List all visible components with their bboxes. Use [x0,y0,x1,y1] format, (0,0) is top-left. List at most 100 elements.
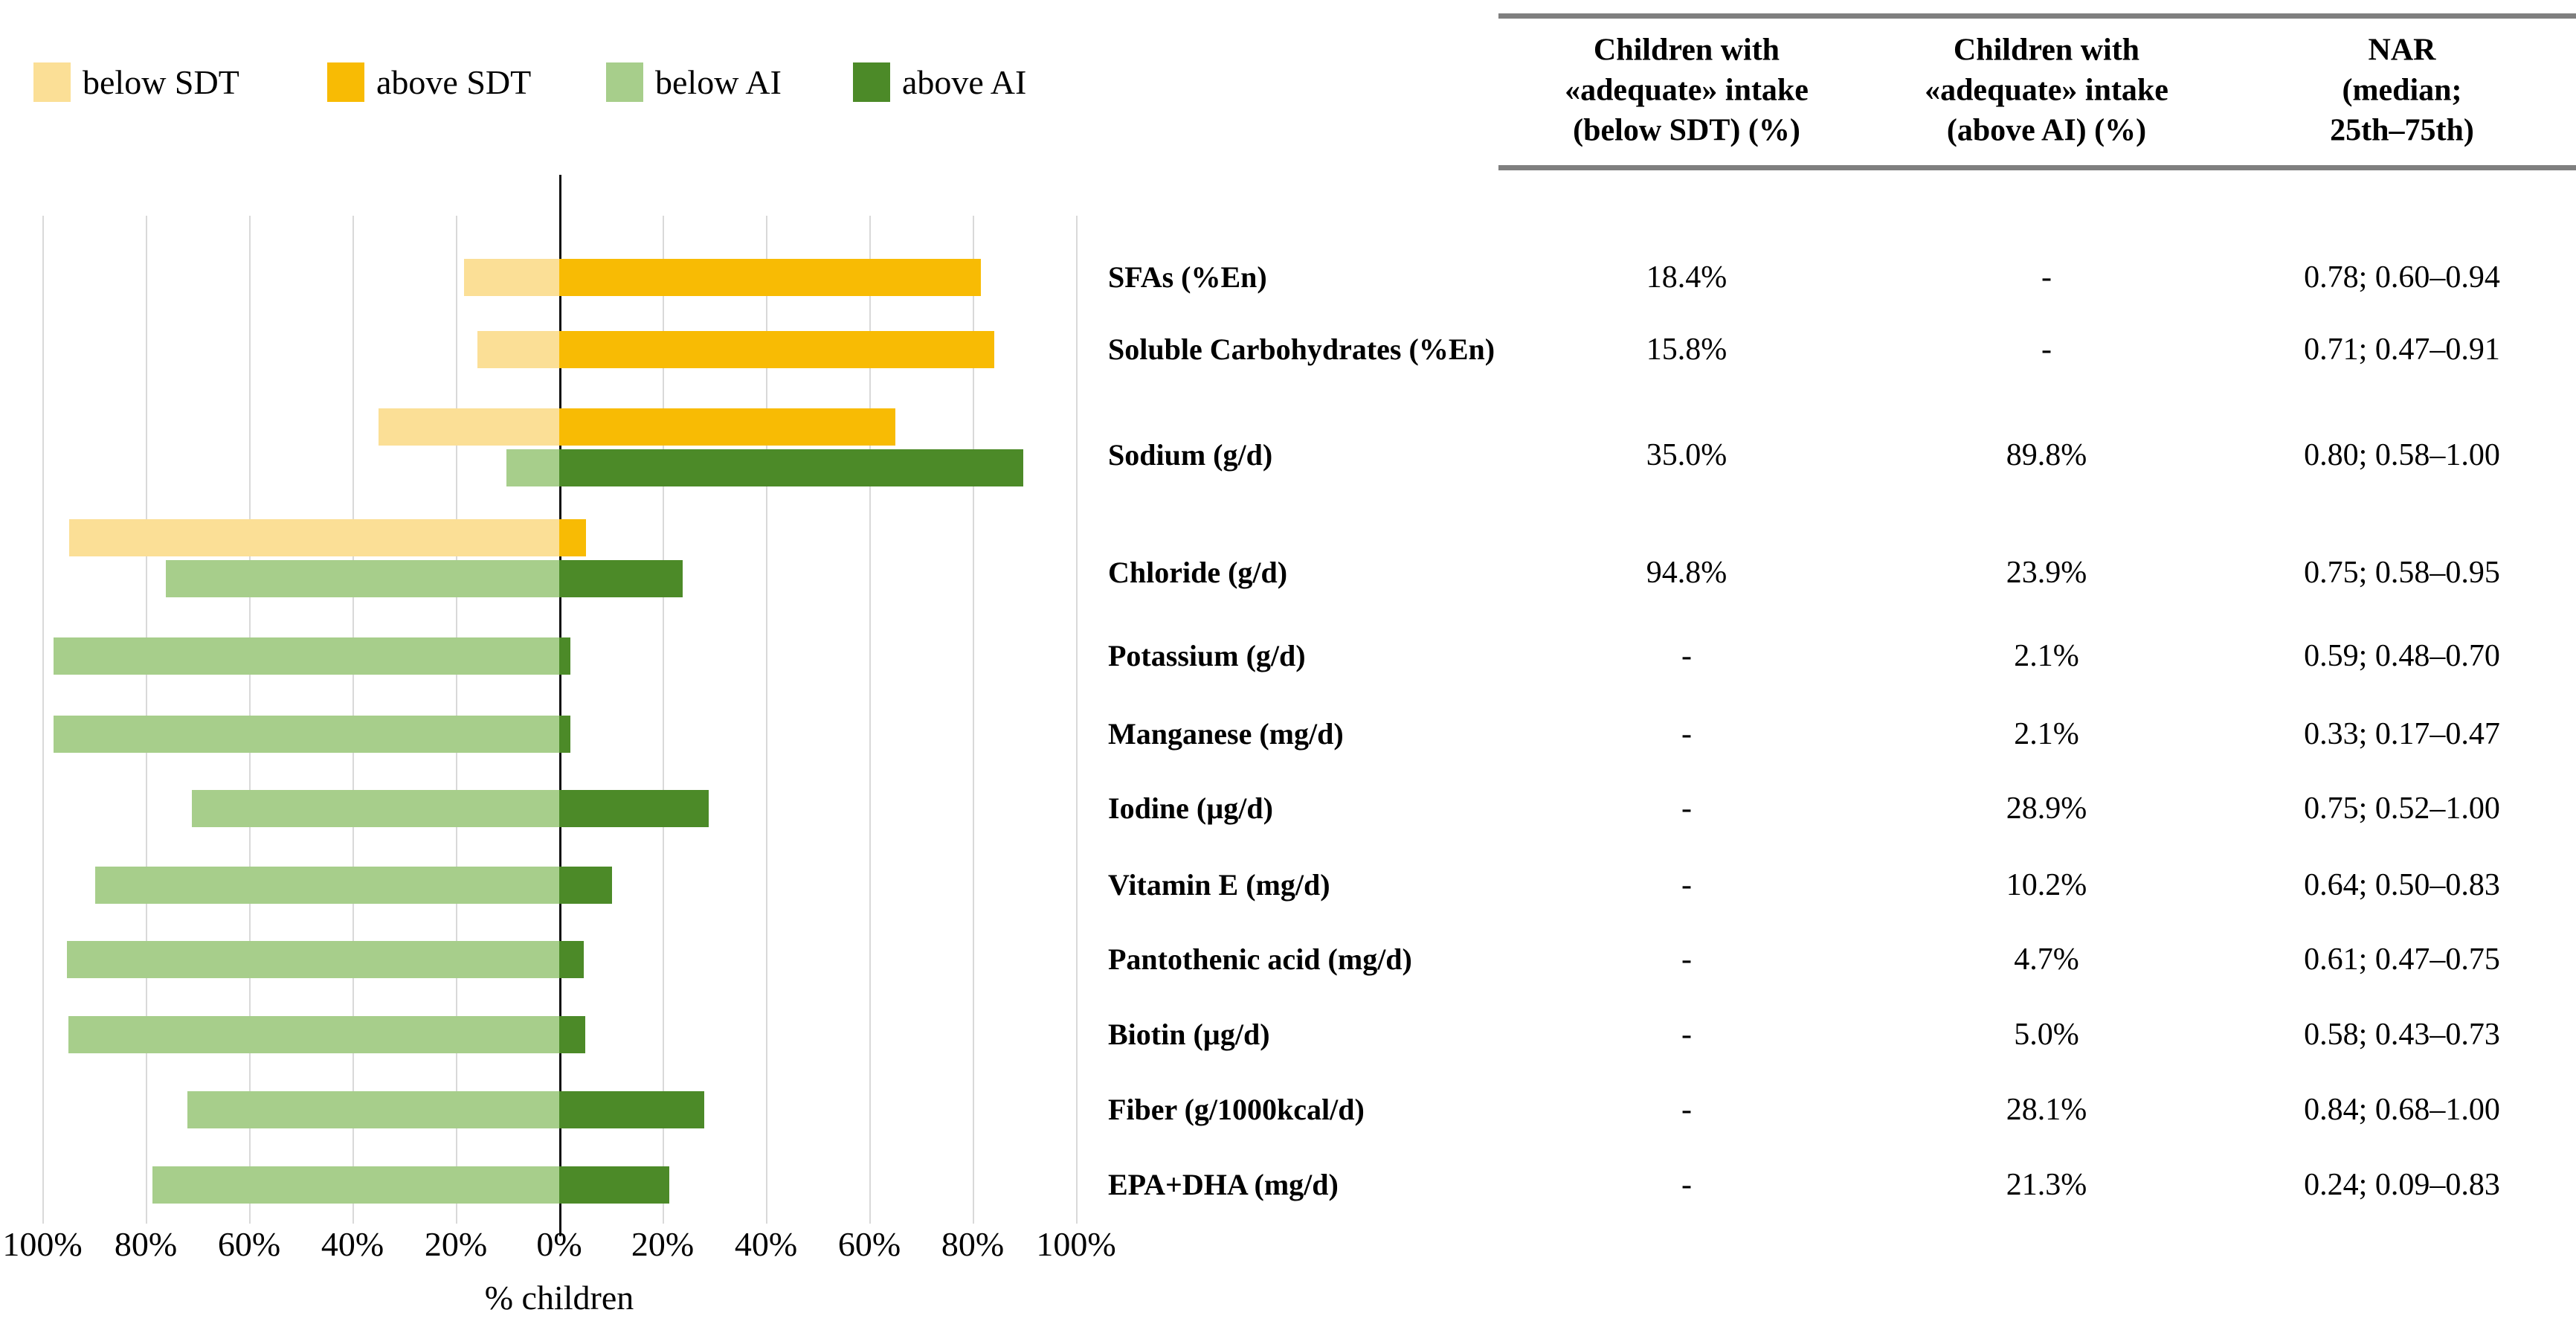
bar-above-ai-7 [559,867,612,904]
cell-nar: 0.75; 0.52–1.00 [2304,791,2500,826]
chart-legend: below SDT above SDT below AI above AI [0,62,1078,103]
x-tick-label-9: 80% [941,1225,1005,1263]
bar-below-ai-8 [66,941,559,978]
x-tick-label-1: 80% [114,1225,178,1263]
table-header-bottom-rule [1498,165,2576,170]
cell-below-sdt: - [1681,942,1692,977]
row-label: Biotin (µg/d) [1108,1018,1270,1051]
bar-below-ai-2 [506,449,559,486]
bar-above-sdt-2 [559,408,895,446]
cell-below-sdt: 35.0% [1646,438,1727,472]
row-label: Vitamin E (mg/d) [1108,868,1330,902]
bar-below-sdt-2 [378,408,559,446]
summary-table: Children with «adequate» intake (below S… [1101,0,2576,1330]
cell-nar: 0.78; 0.60–0.94 [2304,260,2500,295]
cell-above-ai: 10.2% [2006,868,2087,902]
row-label: Pantothenic acid (mg/d) [1108,942,1412,976]
row-label: EPA+DHA (mg/d) [1108,1168,1339,1201]
table-top-rule [1498,13,2576,19]
legend-label: below AI [655,63,782,101]
cell-nar: 0.75; 0.58–0.95 [2304,556,2500,590]
cell-above-ai: 4.7% [2014,942,2079,977]
x-tick-label-4: 20% [424,1225,488,1263]
cell-below-sdt: - [1681,1018,1692,1052]
legend-label: above AI [902,63,1027,101]
bar-below-ai-4 [53,637,559,675]
cell-below-sdt: 18.4% [1646,260,1727,295]
row-label: SFAs (%En) [1108,260,1267,294]
legend-swatch-icon [33,62,71,102]
row-label: Soluble Carbohydrates (%En) [1108,332,1495,366]
cell-below-sdt: - [1681,639,1692,673]
cell-above-ai: 2.1% [2014,717,2079,751]
bar-above-ai-4 [559,637,570,675]
cell-nar: 0.84; 0.68–1.00 [2304,1093,2500,1127]
bar-above-ai-8 [559,941,584,978]
bar-above-sdt-0 [559,259,982,296]
gridline-10 [1076,216,1078,1224]
cell-above-ai: 2.1% [2014,639,2079,673]
cell-nar: 0.61; 0.47–0.75 [2304,942,2500,977]
cell-below-sdt: - [1681,717,1692,751]
column-header-nar: NAR (median; 25th–75th) [2330,33,2474,147]
cell-above-ai: 89.8% [2006,438,2087,472]
cell-below-sdt: 94.8% [1646,556,1727,590]
cell-nar: 0.24; 0.09–0.83 [2304,1168,2500,1202]
gridline-6 [663,216,664,1224]
gridline-7 [766,216,767,1224]
x-tick-label-2: 60% [217,1225,281,1263]
bar-below-ai-6 [191,790,559,827]
gridline-9 [973,216,974,1224]
cell-above-ai: 28.1% [2006,1093,2087,1127]
x-tick-label-3: 40% [321,1225,384,1263]
bar-below-sdt-3 [69,519,559,556]
bar-below-ai-5 [53,716,559,753]
x-tick-label-6: 20% [631,1225,695,1263]
row-label: Iodine (µg/d) [1108,791,1273,825]
row-label: Manganese (mg/d) [1108,717,1344,751]
bar-below-sdt-0 [464,259,559,296]
bar-above-ai-11 [559,1166,670,1204]
cell-below-sdt: - [1681,791,1692,826]
x-tick-label-8: 60% [837,1225,901,1263]
cell-above-ai: 21.3% [2006,1168,2087,1202]
cell-above-ai: - [2041,332,2052,367]
bar-above-sdt-3 [559,519,587,556]
bar-above-ai-10 [559,1091,705,1128]
row-label: Chloride (g/d) [1108,556,1288,589]
bar-above-ai-2 [559,449,1024,486]
bar-above-sdt-1 [559,331,995,368]
diverging-bar-chart [0,0,1101,1330]
x-tick-label-10: 100% [1036,1225,1116,1263]
legend-label: above SDT [376,63,532,101]
x-axis: % children 100% 80% 60% 40% 20% 0% 20% 40% 60% 80… [0,0,1115,1330]
cell-nar: 0.80; 0.58–1.00 [2304,438,2500,472]
gridline-8 [869,216,871,1224]
cell-below-sdt: 15.8% [1646,332,1727,367]
x-tick-label-5: 0% [536,1225,582,1263]
gridline-0 [42,216,44,1224]
legend-swatch-icon [853,62,890,102]
x-tick-label-0: 100% [2,1225,83,1263]
bar-below-ai-7 [94,867,559,904]
cell-nar: 0.59; 0.48–0.70 [2304,639,2500,673]
cell-below-sdt: - [1681,1168,1692,1202]
legend-label: below SDT [83,63,239,101]
cell-below-sdt: - [1681,1093,1692,1127]
bar-above-ai-9 [559,1016,585,1053]
legend-swatch-icon [606,62,643,102]
bar-above-ai-3 [559,560,683,597]
bar-below-ai-3 [166,560,559,597]
bar-below-ai-11 [152,1166,559,1204]
bar-above-ai-6 [559,790,709,827]
cell-nar: 0.33; 0.17–0.47 [2304,717,2500,751]
x-tick-label-7: 40% [734,1225,798,1263]
row-label: Sodium (g/d) [1108,438,1273,472]
column-header-below-sdt: Children with «adequate» intake (below S… [1565,33,1809,147]
bar-below-sdt-1 [477,331,559,368]
legend-swatch-icon [327,62,364,102]
cell-nar: 0.58; 0.43–0.73 [2304,1018,2500,1052]
bar-above-ai-5 [559,716,570,753]
bar-below-ai-10 [187,1091,559,1128]
cell-above-ai: 5.0% [2014,1018,2079,1052]
